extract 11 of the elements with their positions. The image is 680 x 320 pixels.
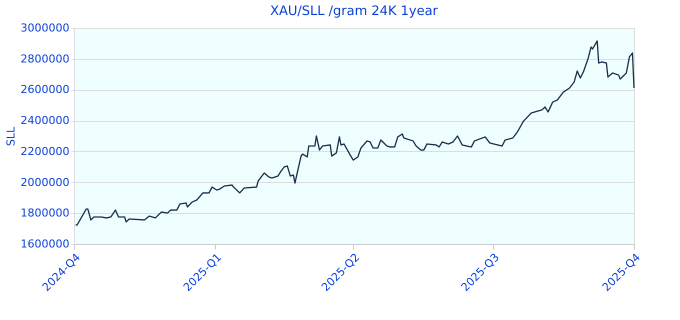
y-tick-label: 2000000: [20, 176, 70, 189]
y-tick-label: 3000000: [20, 22, 70, 34]
y-tick-label: 1600000: [20, 238, 70, 250]
chart-title: XAU/SLL /gram 24K 1year: [270, 4, 439, 19]
y-tick-label: 2400000: [20, 114, 70, 128]
y-tick-label: 2200000: [20, 144, 70, 158]
y-tick-label: 2800000: [20, 52, 70, 66]
y-tick-label: 2600000: [20, 83, 70, 96]
y-axis-title: SLL: [4, 126, 18, 146]
line-series: [74, 40, 635, 226]
y-tick-label: 1800000: [20, 206, 70, 220]
